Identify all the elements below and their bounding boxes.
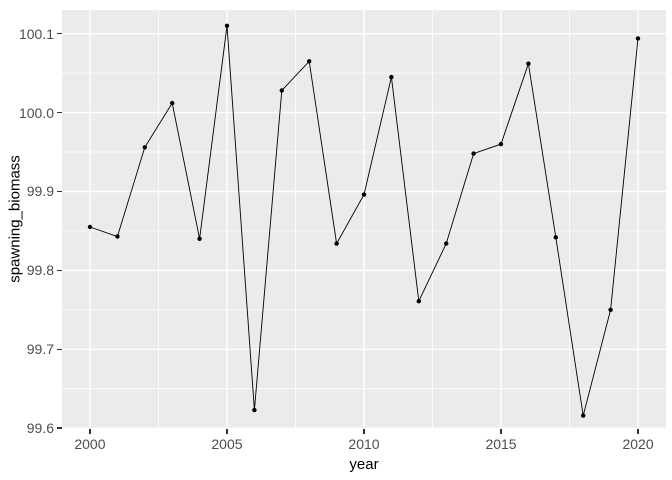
x-tick-label: 2000 xyxy=(74,436,106,452)
y-tick-mark xyxy=(57,348,62,351)
y-tick-mark xyxy=(57,190,62,193)
data-point xyxy=(142,145,147,150)
data-point xyxy=(553,235,558,240)
data-point xyxy=(307,59,312,64)
x-axis-title: year xyxy=(349,456,379,473)
y-tick-mark xyxy=(57,111,62,114)
y-tick-mark xyxy=(57,269,62,272)
data-point xyxy=(361,192,367,197)
data-point xyxy=(608,307,613,312)
data-point xyxy=(526,61,531,66)
x-tick-mark xyxy=(500,429,502,434)
data-point xyxy=(444,241,449,246)
x-tick-mark xyxy=(637,429,639,434)
data-point xyxy=(498,141,504,147)
y-tick-mark xyxy=(57,427,62,429)
y-tick-label: 99.9 xyxy=(26,183,54,200)
data-point xyxy=(334,241,339,246)
data-point xyxy=(170,100,175,106)
data-point xyxy=(87,224,93,230)
data-point xyxy=(279,88,284,93)
x-tick-label: 2015 xyxy=(485,436,517,452)
data-point xyxy=(471,151,476,156)
y-axis-title: spawning_biomass xyxy=(6,155,24,283)
x-tick-label: 2005 xyxy=(211,436,243,452)
y-tick-label: 99.6 xyxy=(26,420,54,437)
y-tick-label: 99.8 xyxy=(26,262,54,279)
data-point xyxy=(224,23,230,28)
data-point xyxy=(416,299,421,304)
y-tick-label: 100.0 xyxy=(18,104,54,121)
x-tick-label: 2020 xyxy=(622,436,654,452)
data-point xyxy=(635,36,641,41)
data-point xyxy=(115,234,120,239)
y-tick-label: 100.1 xyxy=(18,25,54,42)
y-tick-label: 99.7 xyxy=(26,341,54,358)
x-tick-mark xyxy=(363,429,365,434)
data-point xyxy=(581,413,586,418)
plot-panel xyxy=(62,10,666,429)
data-point xyxy=(252,407,257,413)
x-tick-mark xyxy=(226,429,228,434)
data-point xyxy=(389,74,394,80)
y-tick-mark xyxy=(57,32,62,35)
x-tick-label: 2010 xyxy=(348,436,380,452)
data-point xyxy=(197,236,202,241)
line-plot-svg xyxy=(62,10,666,429)
x-tick-mark xyxy=(89,429,91,434)
